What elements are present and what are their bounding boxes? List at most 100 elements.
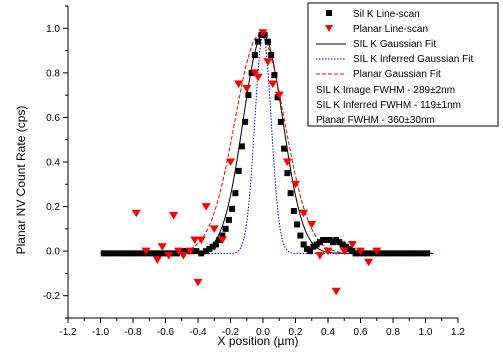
data-point-square: [183, 248, 190, 255]
data-point-triangle: [315, 252, 325, 260]
x-tick-label: 0.0: [256, 327, 270, 338]
data-point-square: [238, 143, 245, 150]
data-point-triangle: [152, 256, 162, 265]
data-point-square: [404, 250, 411, 257]
y-tick-label: 0.8: [46, 68, 60, 79]
x-tick-label: -1.0: [92, 327, 110, 338]
y-tick-label: 0.2: [46, 202, 60, 213]
x-axis-label: X position (µm): [218, 334, 299, 348]
data-point-square: [294, 221, 301, 228]
data-point-square: [303, 245, 310, 252]
data-point-square: [320, 237, 327, 243]
data-point-square: [323, 237, 330, 243]
data-point-square: [212, 241, 219, 248]
data-point-square: [300, 241, 307, 248]
data-point-triangle: [196, 236, 206, 244]
data-point-square: [149, 250, 156, 257]
data-point-triangle: [263, 58, 273, 66]
y-tick-label: 1.0: [46, 24, 60, 35]
data-point-square: [115, 250, 122, 257]
data-point-square: [261, 31, 268, 38]
legend-frame: [307, 2, 499, 127]
legend-note-sil-inferred-fwhm: SIL K Inferred FWHM - 119±1nm: [316, 100, 461, 111]
x-tick-label: 1.2: [451, 327, 465, 338]
x-tick-label: 1.0: [419, 327, 433, 338]
data-point-triangle: [209, 225, 219, 233]
data-point-square: [281, 145, 288, 152]
data-point-square: [380, 250, 387, 257]
y-tick-label: 0.0: [46, 247, 60, 258]
data-point-square: [310, 243, 317, 250]
legend-entry-planar-gaussian-fit: Planar Gaussian Fit: [316, 69, 441, 80]
x-tick-label: 0.8: [386, 327, 400, 338]
data-point-triangle: [331, 287, 341, 296]
legend-marker-square-icon: [326, 10, 332, 16]
data-point-square: [209, 243, 216, 250]
legend-note-sil-image-fwhm: SIL K Image FWHM - 289±2nm: [316, 85, 455, 96]
data-point-square: [235, 167, 242, 174]
data-point-triangle: [274, 91, 284, 100]
y-axis-label: Planar NV Count Rate (cps): [14, 106, 28, 255]
data-point-square: [130, 250, 136, 257]
data-point-square: [370, 250, 377, 257]
data-point-square: [307, 248, 314, 255]
x-tick-label: 0.2: [289, 327, 303, 338]
data-point-triangle: [299, 209, 309, 218]
data-point-square: [284, 170, 291, 177]
x-tick-label: -0.2: [222, 327, 240, 338]
data-point-square: [245, 92, 252, 99]
axes: -1.2 -1.0 -0.8 -0.6 -0.4 -0.2 0.0 0.2 0.4 0.6 0.8 1…: [43, 5, 465, 338]
data-point-square: [268, 52, 275, 59]
data-point-square: [277, 118, 284, 125]
data-point-triangle: [193, 278, 203, 287]
data-point-square: [346, 245, 353, 252]
data-point-square: [225, 216, 232, 223]
data-point-triangle: [178, 252, 188, 260]
data-point-square: [144, 250, 151, 257]
data-point-triangle: [253, 73, 263, 82]
data-point-triangle: [372, 247, 382, 256]
data-point-square: [125, 250, 132, 257]
data-point-triangle: [347, 240, 357, 249]
data-point-triangle: [201, 203, 211, 211]
data-point-square: [203, 248, 210, 255]
data-point-square: [178, 248, 185, 255]
data-point-triangle: [226, 158, 235, 166]
data-point-square: [229, 205, 236, 212]
data-point-triangle: [268, 80, 278, 88]
x-tick-label: -0.8: [124, 327, 142, 338]
data-point-triangle: [217, 236, 227, 244]
legend-entry-sil-inferred-fit: SIL K Inferred Gaussian Fit: [316, 54, 473, 65]
x-tick-label: -0.4: [189, 327, 207, 338]
legend-label: Sil K Line-scan: [353, 9, 420, 20]
data-point-square: [355, 250, 362, 257]
data-point-square: [139, 250, 146, 257]
data-point-triangle: [131, 209, 141, 218]
legend: Sil K Line-scan Planar Line-scan SIL K G…: [307, 2, 499, 127]
y-tick-label: -0.2: [43, 291, 61, 302]
data-point-triangle: [250, 69, 260, 77]
legend-entry-sil-gaussian-fit: SIL K Gaussian Fit: [316, 39, 436, 50]
data-point-square: [394, 250, 401, 257]
data-point-square: [232, 190, 239, 197]
data-point-square: [219, 232, 226, 239]
data-point-square: [390, 250, 396, 257]
data-point-square: [316, 239, 323, 246]
data-point-triangle: [164, 252, 174, 260]
data-point-square: [159, 250, 166, 257]
data-point-square: [414, 250, 421, 257]
legend-label: Planar Gaussian Fit: [353, 69, 441, 80]
data-point-triangle: [234, 80, 244, 88]
data-point-triangle: [157, 243, 167, 251]
data-point-triangle: [356, 247, 365, 256]
data-point-square: [110, 250, 117, 257]
data-point-square: [326, 237, 333, 243]
data-point-square: [173, 250, 180, 257]
data-point-triangle: [190, 236, 200, 244]
data-point-square: [419, 250, 426, 257]
x-tick-label: 0.4: [321, 327, 335, 338]
data-point-triangle: [185, 247, 195, 256]
x-tick-label: -1.2: [59, 327, 77, 338]
data-point-triangle: [258, 29, 268, 37]
